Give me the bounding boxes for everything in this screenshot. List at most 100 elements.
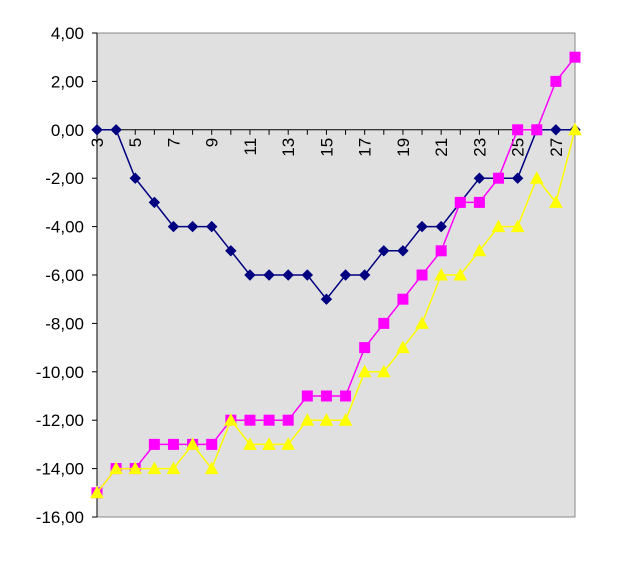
- data-point-triangle: [166, 461, 181, 475]
- data-point-diamond: [282, 269, 294, 281]
- data-point-diamond: [358, 269, 371, 281]
- data-point-square: [359, 342, 371, 354]
- data-point-diamond: [186, 220, 199, 233]
- data-point-square: [263, 414, 275, 426]
- data-point-triangle: [491, 219, 506, 233]
- series-2: [91, 51, 581, 499]
- data-point-triangle: [472, 243, 487, 257]
- data-point-diamond: [550, 124, 562, 136]
- data-point-square: [531, 124, 543, 136]
- data-point-diamond: [320, 293, 333, 305]
- y-tick-label: -6,00: [45, 266, 84, 285]
- plot-area-background: [96, 32, 576, 518]
- data-point-triangle: [415, 316, 429, 329]
- data-point-diamond: [110, 124, 122, 136]
- data-point-triangle: [568, 122, 582, 136]
- x-tick-label: 9: [203, 138, 222, 147]
- data-point-triangle: [396, 340, 410, 354]
- y-tick-label: 2,00: [51, 72, 84, 91]
- data-point-square: [397, 293, 409, 305]
- data-point-triangle: [243, 437, 257, 450]
- y-tick-label: -16,00: [36, 508, 84, 527]
- x-tick-label: 17: [356, 138, 375, 157]
- x-axis: 3 5 7 9 11 13 15 17 19 21 23 25 27: [88, 129, 576, 157]
- data-point-triangle: [204, 461, 219, 475]
- data-point-diamond: [148, 196, 161, 209]
- data-point-triangle: [319, 413, 334, 426]
- y-axis: 4,00 2,00 0,00 -2,00 -4,00 -6,00 -8,00 -10,00 -1…: [36, 24, 98, 527]
- data-point-diamond: [511, 172, 524, 184]
- data-point-square: [512, 124, 524, 136]
- data-point-diamond: [263, 269, 275, 281]
- series-3: [90, 122, 582, 499]
- y-tick-label: -2,00: [45, 169, 84, 188]
- y-tick-label: -8,00: [45, 314, 84, 333]
- data-point-diamond: [435, 220, 447, 233]
- data-point-square: [378, 317, 390, 329]
- data-point-triangle: [262, 437, 276, 450]
- data-point-diamond: [225, 245, 237, 257]
- data-point-diamond: [91, 124, 103, 136]
- data-point-triangle: [300, 413, 315, 426]
- data-point-triangle: [434, 267, 449, 281]
- data-point-diamond: [378, 245, 390, 257]
- data-point-diamond: [206, 220, 218, 233]
- data-point-square: [340, 390, 352, 402]
- series-layer: [90, 51, 582, 499]
- data-point-square: [416, 269, 428, 281]
- y-tick-label: 0,00: [51, 121, 84, 140]
- data-point-square: [206, 438, 218, 450]
- data-point-diamond: [473, 172, 486, 184]
- data-point-triangle: [281, 437, 296, 450]
- x-tick-label: 25: [509, 138, 528, 157]
- x-tick-label: 21: [432, 138, 451, 157]
- data-point-square: [167, 438, 179, 450]
- data-point-diamond: [301, 269, 314, 281]
- data-point-diamond: [416, 220, 428, 233]
- data-point-square: [148, 438, 160, 450]
- data-point-triangle: [376, 364, 391, 378]
- data-point-triangle: [549, 195, 563, 208]
- data-point-triangle: [128, 461, 143, 475]
- data-point-square: [550, 75, 562, 87]
- data-point-square: [244, 414, 256, 426]
- data-point-diamond: [397, 245, 409, 257]
- data-point-triangle: [109, 461, 123, 475]
- data-point-triangle: [147, 461, 162, 475]
- y-tick-label: -14,00: [36, 460, 84, 479]
- y-tick-label: 4,00: [51, 24, 84, 43]
- x-tick-label: 19: [394, 138, 413, 157]
- x-tick-label: 15: [317, 138, 336, 157]
- data-point-triangle: [529, 171, 544, 184]
- data-point-square: [282, 414, 294, 426]
- y-tick-label: -4,00: [45, 218, 84, 237]
- x-tick-label: 3: [88, 138, 107, 147]
- data-point-diamond: [339, 269, 352, 281]
- data-point-square: [320, 390, 332, 402]
- data-point-triangle: [357, 364, 372, 378]
- data-point-diamond: [167, 220, 180, 233]
- data-point-triangle: [185, 437, 200, 450]
- x-tick-label: 23: [470, 138, 489, 157]
- x-tick-label: 27: [547, 138, 566, 157]
- data-point-square: [454, 196, 466, 208]
- y-tick-label: -10,00: [36, 363, 84, 382]
- data-point-square: [493, 172, 505, 184]
- data-point-square: [473, 196, 485, 208]
- x-tick-label: 7: [164, 138, 183, 147]
- data-point-square: [435, 245, 447, 257]
- data-point-diamond: [244, 269, 256, 281]
- data-point-triangle: [510, 219, 525, 233]
- data-point-triangle: [223, 413, 238, 426]
- data-point-diamond: [129, 172, 141, 184]
- data-point-square: [569, 51, 581, 63]
- x-tick-label: 5: [126, 138, 145, 147]
- x-tick-label: 13: [279, 138, 298, 157]
- data-point-triangle: [453, 267, 468, 281]
- x-tick-label: 11: [241, 138, 260, 156]
- y-tick-label: -12,00: [36, 411, 84, 430]
- data-point-square: [301, 390, 313, 402]
- data-point-triangle: [90, 485, 104, 499]
